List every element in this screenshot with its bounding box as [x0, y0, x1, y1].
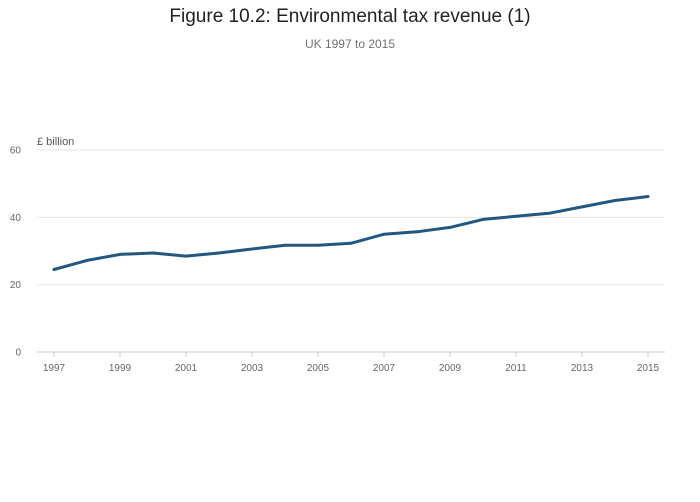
x-tick-label: 2001 — [175, 363, 198, 374]
y-tick-label: 20 — [10, 280, 22, 291]
chart-subtitle: UK 1997 to 2015 — [304, 37, 396, 51]
data-point — [580, 205, 584, 209]
data-point — [52, 268, 56, 271]
y-tick-label: 60 — [10, 146, 22, 157]
data-point — [151, 251, 155, 255]
x-tick-label: 2011 — [505, 363, 527, 374]
data-point — [646, 195, 650, 198]
x-tick-label: 1997 — [43, 363, 66, 374]
data-point — [250, 247, 254, 251]
y-tick-label: 0 — [15, 348, 21, 359]
data-point — [349, 241, 353, 245]
chart-title: Figure 10.2: Environmental tax revenue (… — [169, 6, 531, 27]
data-point — [316, 243, 320, 247]
x-tick-label: 2007 — [373, 363, 396, 374]
x-tick-label: 2015 — [637, 363, 660, 374]
data-point — [415, 230, 419, 234]
data-point — [118, 252, 122, 256]
series-layer — [52, 195, 650, 271]
series-line — [52, 195, 650, 271]
data-point — [547, 211, 551, 215]
data-point — [283, 243, 287, 247]
x-tick-label: 2009 — [439, 363, 462, 374]
x-tick-label: 1999 — [109, 363, 132, 374]
data-point — [217, 251, 221, 255]
x-axis: 1997 1999 2001 2003 2005 2007 2009 2011 2013 2015 — [37, 351, 665, 374]
data-point — [481, 217, 485, 221]
data-point — [85, 259, 89, 262]
y-axis-unit-label: £ billion — [37, 136, 75, 148]
x-tick-label: 2005 — [307, 363, 330, 374]
x-tick-label: 2003 — [241, 363, 264, 374]
y-axis: 0 20 40 60 — [10, 146, 22, 359]
data-point — [382, 232, 386, 236]
data-point — [184, 254, 188, 258]
gridlines — [37, 149, 665, 286]
data-point — [613, 199, 617, 202]
y-tick-label: 40 — [10, 213, 22, 224]
data-point — [514, 214, 518, 218]
data-point — [448, 226, 452, 229]
x-tick-label: 2013 — [571, 363, 594, 374]
